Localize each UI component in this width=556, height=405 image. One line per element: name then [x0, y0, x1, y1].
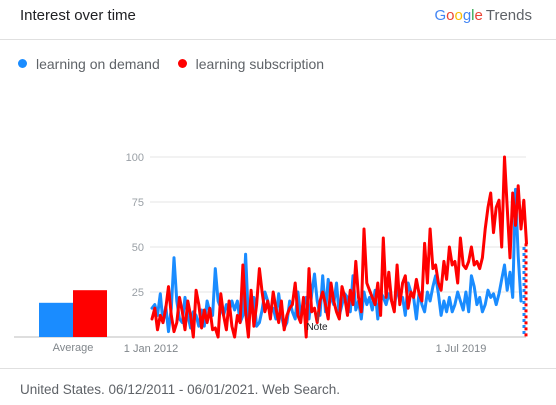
brand-letter: e: [474, 7, 483, 24]
chart-title: Interest over time: [20, 7, 136, 24]
y-tick-label: 75: [132, 197, 144, 209]
legend-label: learning subscription: [195, 55, 325, 72]
average-bar: [73, 290, 107, 337]
series-line-learning-subscription: [150, 155, 528, 339]
footer: United States. 06/12/2011 - 06/01/2021. …: [0, 368, 556, 405]
card-header: Interest over time Google Trends: [0, 0, 556, 40]
brand-letter: g: [462, 7, 472, 24]
legend-label: learning on demand: [36, 55, 160, 72]
brand-letter: o: [446, 7, 455, 24]
brand-letter: l: [471, 7, 475, 24]
legend-item-learning-on-demand[interactable]: learning on demand: [18, 56, 160, 72]
note-annotation: Note: [306, 322, 328, 333]
y-tick-label: 25: [132, 287, 144, 299]
brand-letter: o: [454, 7, 463, 24]
footer-text: United States. 06/12/2011 - 06/01/2021. …: [20, 382, 340, 397]
x-tick-label: 1 Jan 2012: [124, 343, 178, 355]
brand-letter: G: [434, 7, 447, 24]
chart-area: 25 50 75 100 Average 1 Jan 2012 1 Jul 2019 Note: [14, 152, 528, 355]
legend-dot-icon: [177, 59, 187, 68]
legend: learning on demand learning subscription: [18, 55, 338, 72]
legend-dot-icon: [18, 59, 27, 68]
google-trends-logo: Google Trends: [434, 7, 532, 24]
y-tick-label: 100: [126, 152, 144, 164]
google-wordmark: Google: [434, 7, 482, 24]
x-tick-label: 1 Jul 2019: [436, 343, 487, 355]
series-line-learning-on-demand: [150, 187, 523, 334]
average-bar: [39, 302, 73, 337]
trends-wordmark: Trends: [485, 7, 532, 24]
y-tick-label: 50: [132, 242, 144, 254]
average-label: Average: [53, 342, 94, 354]
legend-item-learning-subscription[interactable]: learning subscription: [177, 55, 325, 72]
